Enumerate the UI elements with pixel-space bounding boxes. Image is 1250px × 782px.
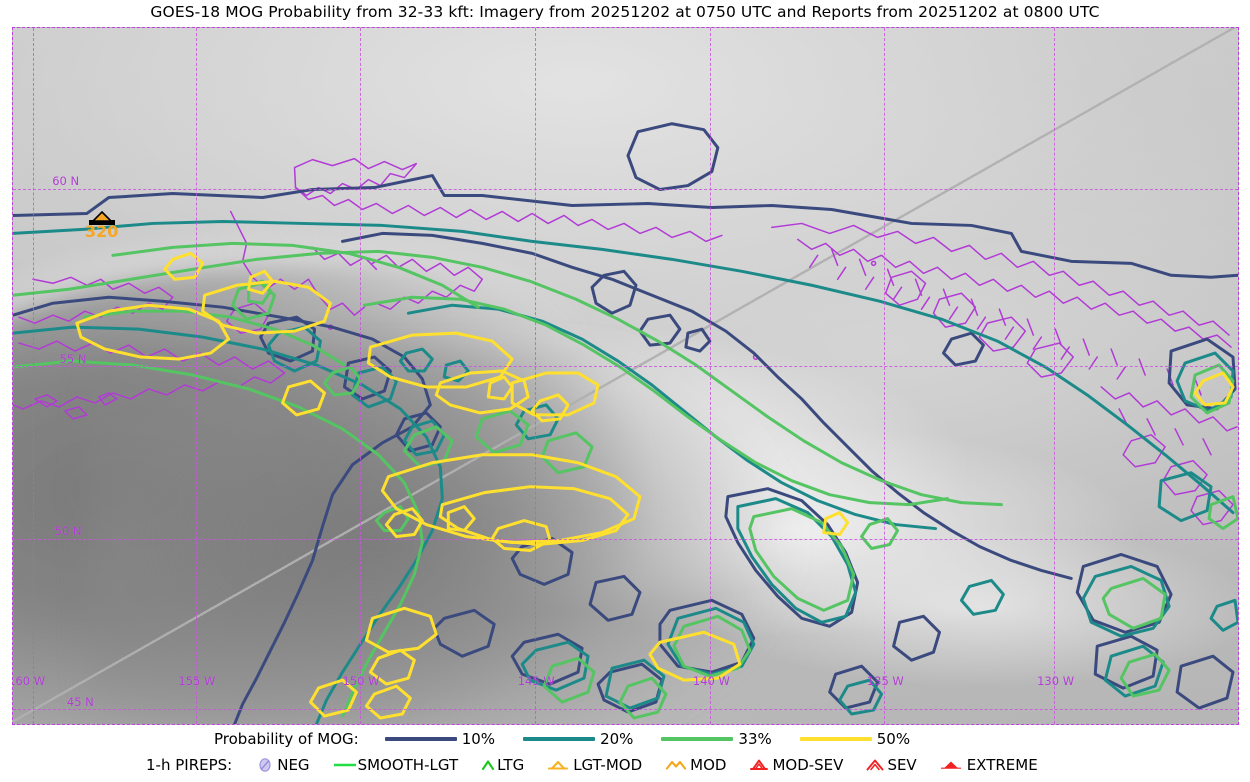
pirep-marker-lgt-mod[interactable]: 320: [85, 210, 118, 241]
legend-label-ltg: LTG: [497, 756, 525, 774]
legend-label-10: 10%: [461, 730, 496, 748]
legend-item-33[interactable]: 33%: [661, 730, 772, 748]
mod-sev-triangle-icon: [748, 757, 770, 773]
legend-item-sev[interactable]: SEV: [865, 756, 917, 774]
longitude-label: 135 W: [866, 673, 904, 688]
legend-item-neg[interactable]: NEG: [254, 756, 310, 774]
longitude-label: 150 W: [342, 673, 380, 688]
longitude-label: 140 W: [692, 673, 730, 688]
pirep-legend-title: 1-h PIREPS:: [146, 756, 233, 774]
longitude-label: 155 W: [178, 673, 216, 688]
longitude-label: 130 W: [1037, 673, 1075, 688]
legend-item-ltg[interactable]: LTG: [480, 756, 524, 774]
legend-label-50: 50%: [876, 730, 911, 748]
legend-swatch-10: [384, 736, 457, 742]
extreme-filled-triangle-icon: [939, 757, 963, 773]
neg-circle-slash-icon: [254, 757, 276, 773]
legend-item-20[interactable]: 20%: [523, 730, 633, 748]
ltg-caret-icon: [480, 757, 496, 773]
longitude-label: 145 W: [517, 673, 555, 688]
lgt-mod-triangle-icon: [88, 211, 115, 226]
legend-label-20: 20%: [600, 730, 634, 748]
contour-level-33: [13, 241, 1238, 720]
latitude-label: 55 N: [59, 351, 87, 366]
legend: Probability of MOG: 10% 20% 33% 50% 1-h …: [0, 726, 1250, 782]
sev-double-caret-icon: [865, 757, 885, 773]
legend-swatch-50: [799, 736, 872, 742]
contour-legend-title: Probability of MOG:: [214, 730, 359, 748]
legend-label-sev: SEV: [887, 756, 917, 774]
legend-label-mod: MOD: [690, 756, 727, 774]
legend-swatch-33: [661, 736, 734, 742]
latitude-label: 45 N: [66, 694, 94, 709]
legend-item-lgt-mod[interactable]: LGT-MOD: [546, 756, 642, 774]
legend-item-50[interactable]: 50%: [799, 730, 911, 748]
latitude-label: 50 N: [54, 524, 82, 539]
legend-label-33: 33%: [738, 730, 772, 748]
probability-contour-overlay: [13, 122, 1238, 724]
legend-label-neg: NEG: [277, 756, 310, 774]
map-canvas[interactable]: 60 N 55 N 50 N 45 N 160 W 155 W 150 W 14…: [13, 28, 1238, 724]
page-title: GOES-18 MOG Probability from 32-33 kft: …: [150, 3, 1100, 21]
legend-item-mod[interactable]: MOD: [664, 756, 726, 774]
smooth-lgt-line-icon: [332, 757, 358, 773]
legend-label-lgt-mod: LGT-MOD: [573, 756, 643, 774]
legend-label-extreme: EXTREME: [966, 756, 1038, 774]
contour-legend-row: Probability of MOG: 10% 20% 33% 50%: [0, 726, 1250, 752]
contour-level-50: [75, 251, 1235, 720]
latitude-label: 60 N: [52, 174, 80, 189]
legend-item-mod-sev[interactable]: MOD-SEV: [748, 756, 843, 774]
legend-item-smooth-lgt[interactable]: SMOOTH-LGT: [332, 756, 459, 774]
lgt-mod-triangle-icon: [546, 757, 570, 773]
legend-label-mod-sev: MOD-SEV: [772, 756, 844, 774]
satellite-scan-line: [13, 28, 1238, 724]
contour-level-20: [13, 219, 1238, 724]
pirep-legend-row: 1-h PIREPS: NEG SMOOTH-LGT: [0, 752, 1250, 778]
longitude-label: 160 W: [13, 673, 46, 688]
contour-level-10: [13, 122, 1238, 724]
legend-item-extreme[interactable]: EXTREME: [939, 756, 1038, 774]
legend-item-10[interactable]: 10%: [384, 730, 496, 748]
mod-caret-icon: [664, 757, 688, 773]
pirep-altitude-label: 320: [84, 222, 119, 242]
map-frame[interactable]: 60 N 55 N 50 N 45 N 160 W 155 W 150 W 14…: [12, 27, 1239, 725]
legend-label-smooth-lgt: SMOOTH-LGT: [357, 756, 459, 774]
legend-swatch-20: [523, 736, 596, 742]
